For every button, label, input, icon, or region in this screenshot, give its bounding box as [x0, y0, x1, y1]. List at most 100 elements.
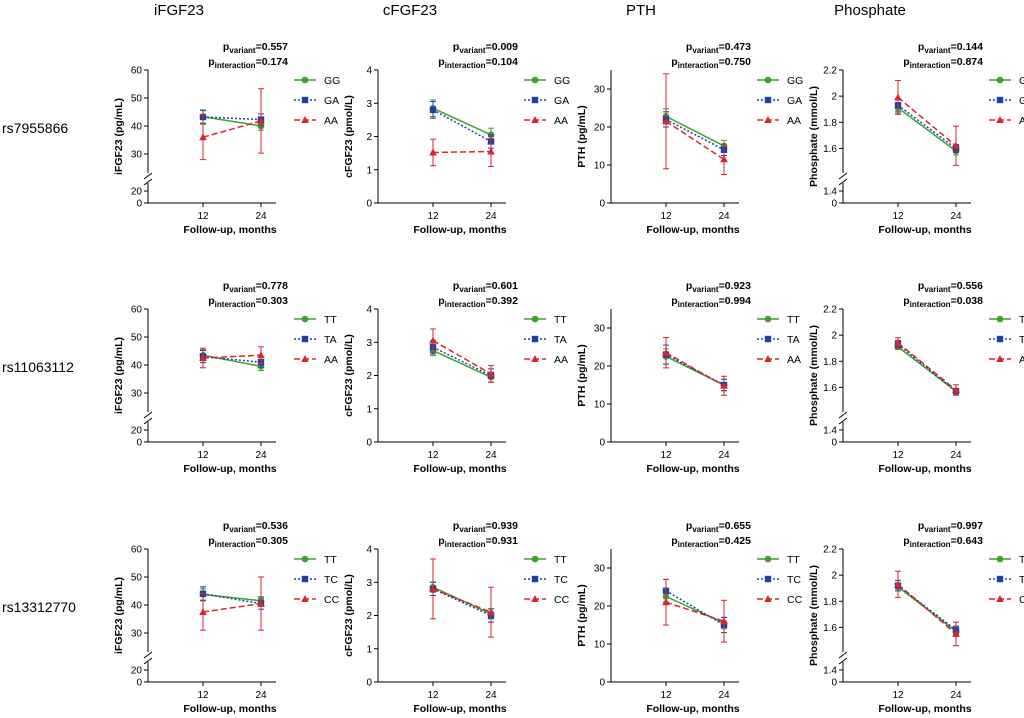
legend-marker — [996, 355, 1004, 362]
p-variant-label: pvariant=0.997 — [918, 520, 983, 534]
y-axis-label: cFGF23 (pmol/L) — [343, 334, 355, 417]
series-line-aa — [432, 150, 492, 154]
legend-label: TT — [554, 554, 567, 566]
p-value: =0.601 — [486, 280, 519, 292]
series-line-tt — [897, 346, 957, 392]
p-subscript: interaction — [678, 61, 719, 70]
series-line-gg — [432, 107, 492, 136]
series-line-aa — [897, 342, 957, 391]
series-line-gg — [665, 115, 725, 147]
column-title: Phosphate — [834, 2, 906, 19]
x-axis-label: Follow-up, months — [878, 224, 971, 236]
row-label: rs7955866 — [2, 120, 68, 136]
p-interaction-label: pinteraction=0.174 — [208, 56, 288, 70]
y-tick-label: 0 — [136, 199, 142, 210]
p-value: =0.425 — [719, 535, 752, 547]
x-axis-label: Follow-up, months — [646, 703, 739, 715]
legend-marker — [531, 315, 539, 323]
p-subscript: interaction — [678, 300, 719, 309]
p-subscript: interaction — [215, 300, 256, 309]
y-tick-label: 1.8 — [823, 597, 837, 608]
data-point — [662, 598, 670, 606]
p-value: =0.939 — [486, 520, 519, 532]
p-subscript: variant — [459, 525, 486, 534]
y-axis-label: iFGF23 (pg/mL) — [113, 337, 125, 414]
y-tick-label: 0 — [831, 199, 837, 210]
x-tick-label: 24 — [950, 211, 962, 222]
axis-break-mark — [838, 172, 848, 180]
legend-marker — [301, 595, 309, 602]
panel-pth-rs11063112: 0 10 20 30 12 24 Follow-up, months PTH (pg/mL) p… — [576, 280, 801, 475]
x-axis-label: Follow-up, months — [183, 703, 276, 715]
legend-marker — [301, 335, 309, 343]
p-subscript: interaction — [910, 540, 951, 549]
y-tick-label: 0 — [366, 678, 372, 689]
y-tick-label: 1 — [366, 165, 372, 176]
series-line-aa — [432, 339, 492, 375]
p-symbol: p — [686, 41, 692, 53]
y-tick-label: 2 — [366, 371, 372, 382]
row-label: rs11063112 — [2, 359, 74, 375]
series-line-aa — [665, 120, 725, 160]
p-subscript: interaction — [445, 540, 486, 549]
y-tick-label: 2 — [366, 132, 372, 143]
y-tick-label: 1.4 — [823, 426, 837, 437]
p-variant-label: pvariant=0.473 — [686, 41, 751, 55]
legend-label: GA — [554, 95, 569, 107]
y-tick-label: 60 — [131, 545, 143, 556]
y-tick-label: 20 — [594, 362, 606, 373]
data-point — [894, 93, 902, 101]
y-tick-label: 0 — [136, 438, 142, 449]
p-subscript: variant — [229, 525, 256, 534]
series-line-cc — [897, 583, 957, 635]
p-symbol: p — [438, 535, 444, 547]
p-interaction-label: pinteraction=0.104 — [438, 56, 518, 70]
legend-label: TC — [787, 574, 801, 586]
y-tick-label: 40 — [131, 122, 143, 133]
y-tick-label: 60 — [131, 66, 143, 77]
p-symbol: p — [671, 56, 677, 68]
data-point — [487, 147, 495, 155]
y-tick-label: 50 — [131, 333, 143, 344]
p-variant-label: pvariant=0.655 — [686, 520, 751, 534]
y-tick-label: 1.4 — [823, 666, 837, 677]
legend-label: TC — [554, 574, 568, 586]
data-point — [894, 338, 902, 346]
p-symbol: p — [208, 535, 214, 547]
p-variant-label: pvariant=0.939 — [453, 520, 518, 534]
legend-label: CC — [787, 594, 803, 606]
legend-label: TT — [324, 314, 337, 326]
y-tick-label: 2 — [831, 92, 837, 103]
legend-label: TT — [554, 314, 567, 326]
x-axis-label: Follow-up, months — [646, 463, 739, 475]
y-tick-label: 30 — [131, 389, 143, 400]
legend-marker — [531, 335, 539, 343]
p-value: =0.997 — [951, 520, 984, 532]
p-interaction-label: pinteraction=0.643 — [903, 535, 983, 549]
y-tick-label: 40 — [131, 601, 143, 612]
column-title: PTH — [626, 2, 656, 19]
legend-label: TA — [787, 334, 800, 346]
data-point — [952, 386, 960, 394]
legend-marker — [531, 555, 539, 563]
p-interaction-label: pinteraction=0.874 — [903, 56, 983, 70]
p-symbol: p — [671, 535, 677, 547]
data-point — [662, 348, 670, 356]
y-tick-label: 1 — [366, 644, 372, 655]
axis-break-mark — [838, 411, 848, 419]
p-subscript: interaction — [910, 61, 951, 70]
x-tick-label: 24 — [255, 211, 267, 222]
x-tick-label: 12 — [660, 211, 672, 222]
p-variant-label: pvariant=0.601 — [453, 280, 518, 294]
y-tick-label: 50 — [131, 573, 143, 584]
legend-marker — [301, 575, 309, 583]
p-interaction-label: pinteraction=0.425 — [671, 535, 751, 549]
y-tick-label: 40 — [131, 361, 143, 372]
p-value: =0.874 — [951, 56, 984, 68]
p-value: =0.174 — [256, 56, 289, 68]
y-tick-label: 10 — [594, 400, 606, 411]
legend-label: AA — [324, 354, 338, 366]
y-tick-label: 1.4 — [823, 187, 837, 198]
y-tick-label: 2 — [366, 611, 372, 622]
p-symbol: p — [903, 295, 909, 307]
